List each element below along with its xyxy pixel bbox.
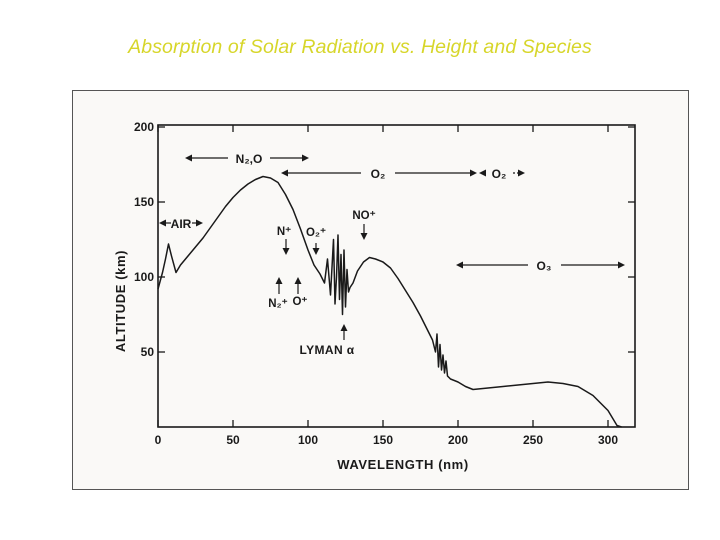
label-no-plus: NO⁺ (352, 210, 375, 222)
x-tick-label: 300 (598, 433, 618, 447)
x-tick-label: 200 (448, 433, 468, 447)
y-tick-label: 100 (134, 270, 154, 284)
o2-arrow (281, 169, 477, 177)
axis-ticks (157, 125, 635, 427)
n-plus-down-arrow (282, 239, 290, 255)
x-tick-label: 100 (298, 433, 318, 447)
plot-frame (157, 124, 636, 428)
n2-o-arrow (185, 154, 309, 162)
label-o2-dashed: O₂ (492, 167, 507, 181)
absorption-curve (157, 175, 622, 428)
lyman-alpha-up-arrow (340, 324, 348, 340)
label-n-plus: N⁺ (277, 226, 291, 238)
o3-arrow (456, 261, 625, 269)
o-plus-up-arrow (294, 277, 302, 294)
annotations (159, 154, 625, 340)
y-tick-label: 200 (134, 120, 154, 134)
label-n2-o: N₂,O (236, 152, 263, 166)
figure-frame: 0 50 100 150 200 250 300 50 100 150 200 WAVELENGTH… (72, 90, 689, 490)
slide-title: Absorption of Solar Radiation vs. Height… (128, 36, 592, 58)
altitude-wavelength-chart: 0 50 100 150 200 250 300 50 100 150 200 WAVELENGTH… (113, 120, 636, 472)
x-tick-label: 250 (523, 433, 543, 447)
label-o3: O₃ (537, 259, 552, 273)
label-lyman-alpha: LYMAN α (299, 343, 354, 357)
x-tick-label: 150 (373, 433, 393, 447)
o2-plus-down-arrow (312, 243, 320, 255)
n2-plus-up-arrow (275, 277, 283, 294)
y-tick-label: 50 (141, 345, 155, 359)
x-axis-title: WAVELENGTH (nm) (337, 457, 469, 472)
axis-tick-labels: 0 50 100 150 200 250 300 50 100 150 200 (134, 120, 618, 447)
label-o2-plus: O₂⁺ (306, 227, 326, 239)
x-tick-label: 50 (226, 433, 240, 447)
y-axis-title: ALTITUDE (km) (113, 250, 128, 352)
label-o-plus: O⁺ (292, 296, 307, 308)
x-tick-label: 0 (155, 433, 162, 447)
no-plus-down-arrow (360, 224, 368, 240)
label-air: AIR (171, 217, 192, 231)
label-o2: O₂ (371, 167, 386, 181)
label-n2-plus: N₂⁺ (268, 298, 288, 310)
air-arrow (159, 219, 203, 227)
o2-dashed-arrow (479, 169, 525, 177)
y-tick-label: 150 (134, 195, 154, 209)
